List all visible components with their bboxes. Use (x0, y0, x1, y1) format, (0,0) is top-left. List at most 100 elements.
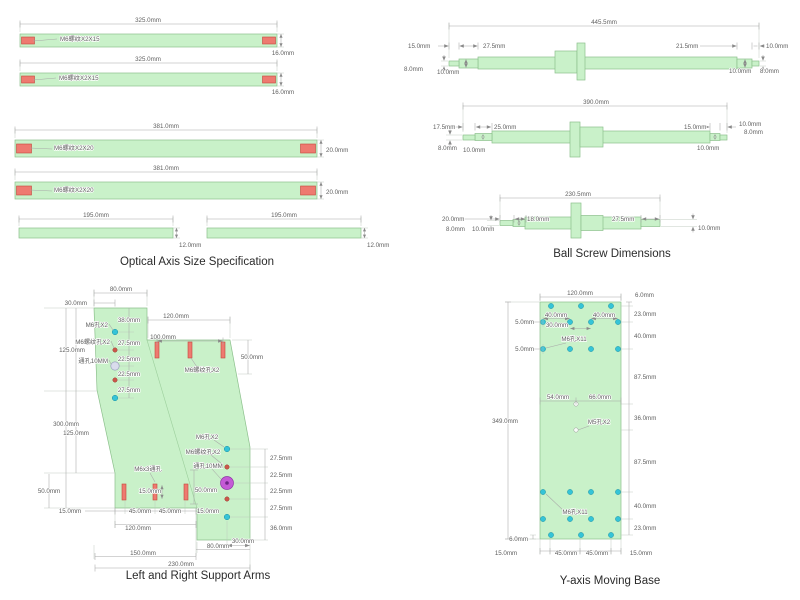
dim-label: 45.0mm (586, 550, 608, 557)
optical-axis-bar (14, 181, 318, 200)
screw-end (499, 220, 514, 226)
dim-label: 195.0mm (271, 212, 297, 219)
m6-thread-hole (224, 496, 230, 502)
optical-axis-bar (14, 139, 318, 158)
dimension-lines (438, 22, 766, 233)
dim-label: 27.5mm (270, 505, 292, 512)
m6-hole (548, 532, 554, 538)
m6-hole (567, 319, 573, 325)
diagram-title: Ball Screw Dimensions (553, 248, 671, 260)
optical-axis-diagram: 325.0mm 16.0mm M6螺纹X2X15 325.0mm 16.0mm M6螺纹X… (14, 16, 390, 268)
m6-hole (578, 532, 584, 538)
part-label: M6螺纹孔X2 (185, 366, 220, 374)
dim-label: 15.0mm (408, 43, 430, 50)
dimension-lines (505, 293, 633, 555)
dim-label: 325.0mm (135, 17, 161, 24)
dim-label: 20.0mm (326, 147, 348, 154)
dim-label: 80.0mm (207, 543, 229, 550)
dim-label: 40.0mm (634, 333, 656, 340)
dimension-labels: 325.0mm 16.0mm M6螺纹X2X15 325.0mm 16.0mm M6螺纹X… (53, 16, 390, 249)
mount-slot (152, 483, 158, 501)
dim-label: 23.0mm (634, 311, 656, 318)
dim-label: 40.0mm (593, 312, 615, 319)
dim-label: 15.0mm (59, 508, 81, 515)
screw-journal (458, 58, 479, 69)
dim-label: 10.0mm (729, 68, 751, 75)
optical-axis-bar (19, 72, 278, 87)
dim-label: 38.0mm (118, 317, 140, 324)
dim-label: 23.0mm (634, 525, 656, 532)
dim-label: 10.0mm (463, 147, 485, 154)
screw-end (462, 134, 476, 141)
diagram-title: Y-axis Moving Base (560, 575, 661, 587)
dimension-lines (44, 289, 268, 572)
m6-hole (567, 346, 573, 352)
part-label: M6螺纹X2X20 (54, 186, 94, 194)
y-base-plate (539, 301, 622, 540)
dim-label: 381.0mm (153, 165, 179, 172)
optical-axis-bar (18, 227, 174, 239)
part-label: M6孔X2 (86, 321, 109, 329)
thread-end (262, 75, 276, 84)
dim-label: 87.5mm (634, 459, 656, 466)
dim-label: 8.0mm (438, 145, 457, 152)
dim-label: 10.0mm (739, 121, 761, 128)
screw-nut-block (554, 50, 578, 74)
screw-journal (474, 133, 493, 141)
dim-label: 125.0mm (63, 430, 89, 437)
dim-label: 8.0mm (760, 68, 779, 75)
dim-label: 12.0mm (179, 242, 201, 249)
dim-label: 45.0mm (555, 550, 577, 557)
dim-label: 22.5mm (270, 488, 292, 495)
screw-end (448, 60, 460, 67)
m6-hole (223, 513, 231, 521)
m6-hole (608, 532, 614, 538)
dim-label: 15.0mm (684, 124, 706, 131)
diagram-title: Optical Axis Size Specification (120, 256, 274, 268)
part-label: M6x3通孔 (134, 465, 162, 473)
dim-label: 5.0mm (515, 319, 534, 326)
m6-hole (111, 394, 119, 402)
dim-label: 230.0mm (168, 561, 194, 568)
m6-hole (588, 346, 594, 352)
optical-axis-bar (19, 33, 278, 48)
dimension-labels: 120.0mm 6.0mm 23.0mm 40.0mm 87.5mm 36.0mm 87.5… (491, 289, 657, 557)
thread-end (300, 143, 316, 154)
m6-hole (578, 303, 584, 309)
m6-hole (540, 489, 546, 495)
dim-label: 8.0mm (744, 129, 763, 136)
thread-end (16, 143, 32, 154)
m6-hole (588, 489, 594, 495)
dim-label: 30.0mm (546, 322, 568, 329)
dim-label: 50.0mm (241, 354, 263, 361)
dim-label: 195.0mm (83, 212, 109, 219)
dim-label: 27.5mm (612, 216, 634, 223)
dim-label: 445.5mm (591, 19, 617, 26)
dim-label: 15.0mm (139, 488, 161, 495)
m6-thread-hole (112, 347, 118, 353)
dim-label: 8.0mm (404, 66, 423, 73)
part-label: M6螺纹孔X2 (75, 338, 110, 346)
dim-label: 349.0mm (492, 418, 518, 425)
dim-label: 27.5mm (270, 455, 292, 462)
ball-screw-parts (448, 42, 760, 239)
support-arms-diagram: 80.0mm30.0mm38.0mm27.5mm22.5mm22.5mm27.5… (37, 285, 293, 582)
mount-slot (183, 483, 189, 501)
screw-shaft (477, 56, 738, 70)
optical-axis-bar (206, 227, 362, 239)
dim-label: 10.0mm (437, 69, 459, 76)
dimension-lines (14, 20, 368, 239)
dim-label: 80.0mm (110, 286, 132, 293)
arm-divider-line (146, 339, 198, 509)
part-label: M6螺纹X2X15 (59, 74, 99, 82)
dim-label: 45.0mm (129, 508, 151, 515)
dim-label: 120.0mm (125, 525, 151, 532)
m6-thread-hole (224, 464, 230, 470)
dim-label: 120.0mm (163, 313, 189, 320)
dim-label: 381.0mm (153, 123, 179, 130)
m6-hole (567, 516, 573, 522)
mount-slot (187, 341, 193, 359)
dim-label: 100.0mm (150, 334, 176, 341)
